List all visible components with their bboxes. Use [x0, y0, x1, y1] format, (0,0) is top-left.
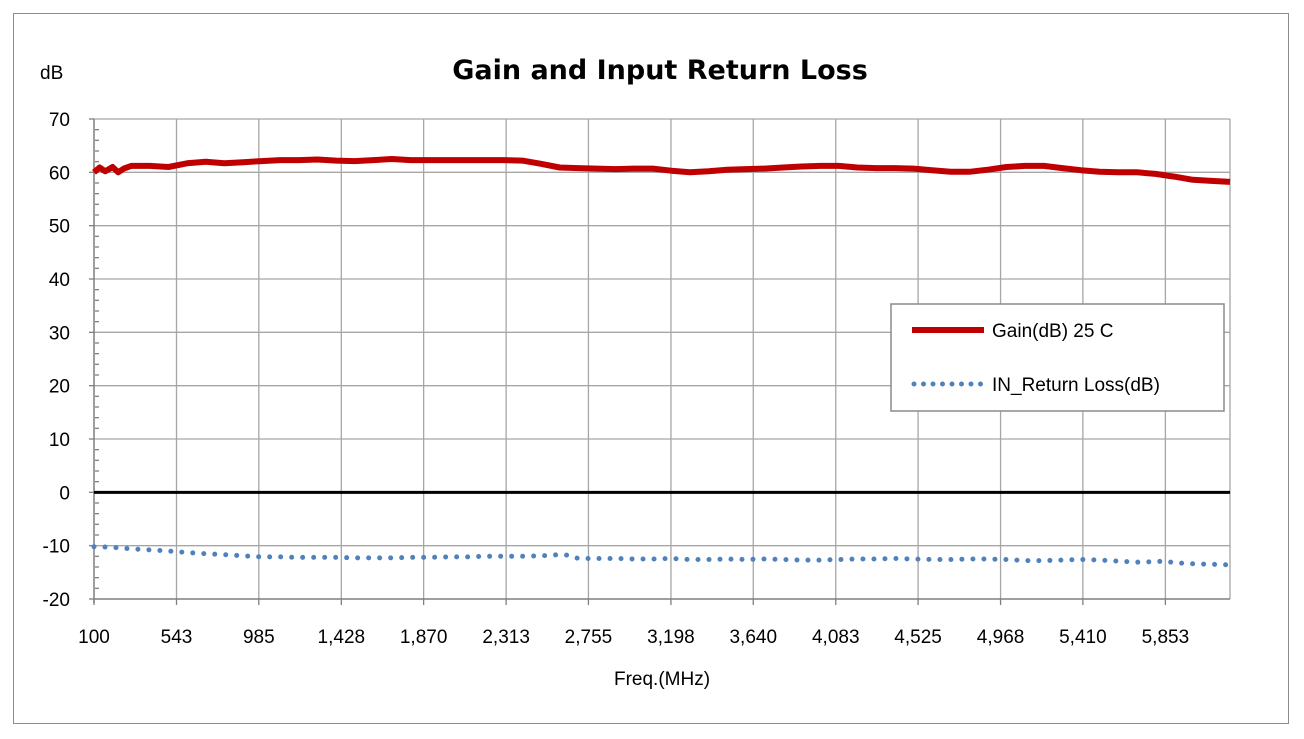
x-tick-label: 985 [243, 627, 275, 648]
y-tick-label: -20 [43, 590, 70, 611]
y-tick-label: 30 [49, 323, 70, 344]
x-tick-label: 5,853 [1142, 627, 1190, 648]
x-tick-label: 1,428 [318, 627, 366, 648]
y-tick-label: 40 [49, 270, 70, 291]
y-tick-label: -10 [43, 537, 70, 558]
x-tick-label: 3,198 [647, 627, 695, 648]
y-tick-label: 0 [59, 483, 70, 504]
y-axis-label: dB [40, 63, 63, 84]
x-axis-label: Freq.(MHz) [614, 669, 710, 690]
legend-label-return-loss: IN_Return Loss(dB) [992, 375, 1160, 396]
legend-box [890, 303, 1225, 412]
x-tick-label: 1,870 [400, 627, 448, 648]
x-tick-label: 5,410 [1059, 627, 1107, 648]
x-tick-label: 2,313 [482, 627, 530, 648]
legend: Gain(dB) 25 C IN_Return Loss(dB) [890, 303, 1225, 412]
y-tick-label: 10 [49, 430, 70, 451]
series-line-1 [91, 544, 1233, 568]
y-tick-label: 20 [49, 377, 70, 398]
x-tick-label: 3,640 [729, 627, 777, 648]
x-tick-label: 4,968 [977, 627, 1025, 648]
legend-label-gain: Gain(dB) 25 C [992, 321, 1113, 342]
x-tick-label: 4,525 [894, 627, 942, 648]
chart-title: Gain and Input Return Loss [452, 55, 868, 86]
x-tick-label: 100 [78, 627, 110, 648]
x-tick-label: 4,083 [812, 627, 860, 648]
y-tick-label: 70 [49, 110, 70, 131]
y-tick-label: 60 [49, 163, 70, 184]
series-layer [91, 156, 1233, 568]
x-tick-label: 2,755 [565, 627, 613, 648]
y-tick-label: 50 [49, 217, 70, 238]
x-tick-label: 543 [161, 627, 193, 648]
series-line-0 [92, 156, 1231, 185]
